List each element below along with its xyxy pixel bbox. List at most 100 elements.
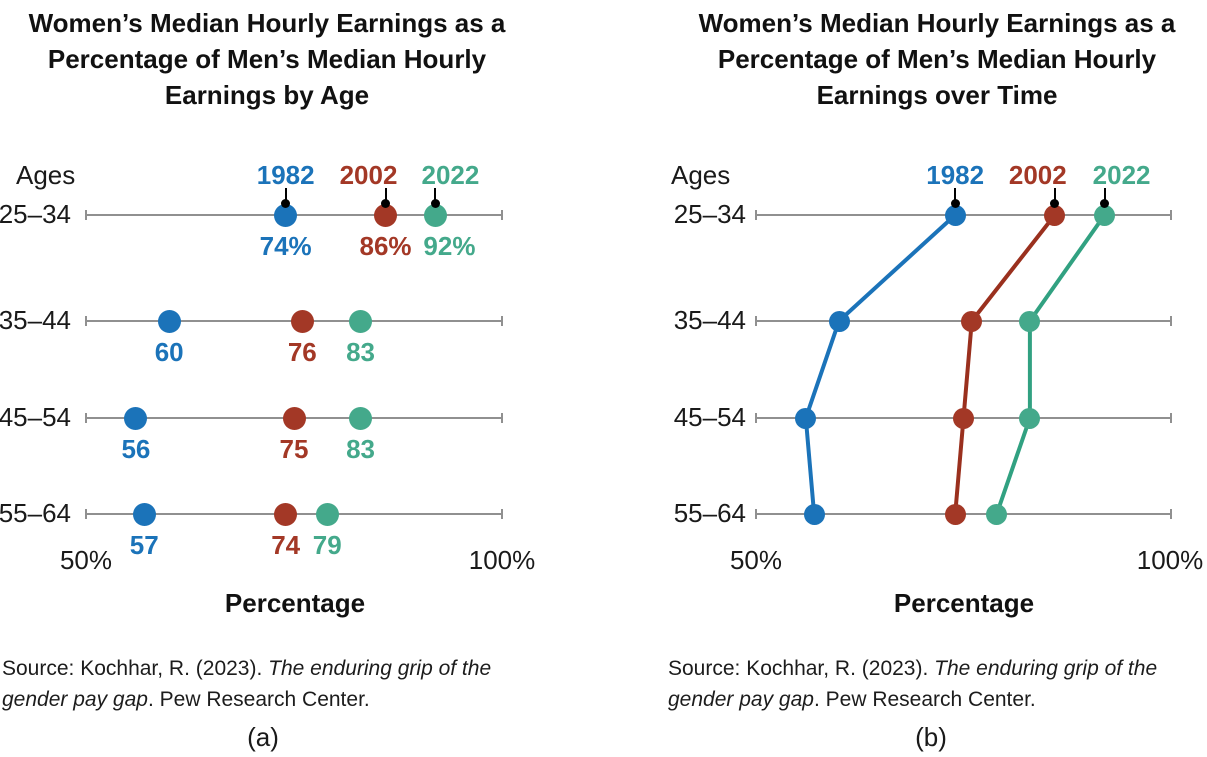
data-point <box>374 203 398 227</box>
axis-tick <box>501 210 503 220</box>
chart-a-source-text-suffix: . Pew Research Center. <box>147 688 370 711</box>
legend-year: 2022 <box>421 160 480 190</box>
legend-leader-dot <box>430 199 440 208</box>
data-point <box>282 406 306 430</box>
point-value-label: 79 <box>312 530 342 560</box>
chart-b-source-work-title: The enduring grip of the gender pay gap <box>668 657 1158 711</box>
axis-tick <box>501 413 503 423</box>
axis-tick <box>755 316 757 326</box>
data-point <box>986 503 1008 525</box>
legend-leader-line <box>954 188 957 202</box>
legend-year: 2022 <box>1092 160 1151 190</box>
legend-year: 1982 <box>256 160 315 190</box>
chart-a-xaxis-min-label: 50% <box>59 545 113 575</box>
chart-b-source-note: Source: Kochhar, R. (2023). The enduring… <box>668 653 1207 715</box>
point-value-label: 74% <box>259 231 312 261</box>
point-value-label: 76 <box>287 337 317 367</box>
point-value-label: 83 <box>346 337 375 367</box>
chart-b-source-text: Source: Kochhar, R. (2023). <box>668 657 935 680</box>
point-value-label: 86% <box>359 231 412 261</box>
data-point <box>290 309 314 333</box>
legend-leader-line <box>384 188 387 202</box>
chart-a-ages-label: Ages <box>16 160 76 190</box>
chart-b-caption: (b) <box>915 722 947 752</box>
data-point <box>349 406 373 430</box>
point-value-label: 74 <box>271 530 301 560</box>
data-point <box>423 203 447 227</box>
data-point <box>795 407 817 429</box>
row-label: 45–54 <box>673 402 746 432</box>
series-line-1982 <box>803 213 958 516</box>
row-label: 55–64 <box>0 498 71 528</box>
chart-a-caption: (a) <box>247 722 279 752</box>
chart-a-source-note: Source: Kochhar, R. (2023). The enduring… <box>2 653 547 715</box>
axis-tick <box>85 413 87 423</box>
legend-leader-dot <box>1050 199 1060 208</box>
data-point <box>274 502 298 526</box>
row-label: 35–44 <box>0 305 71 335</box>
legend-leader-line <box>1053 188 1056 202</box>
chart-b-xaxis-max-label: 100% <box>1136 545 1204 575</box>
legend-year: 1982 <box>926 160 985 190</box>
legend-leader-line <box>284 188 287 202</box>
point-value-label: 60 <box>154 337 184 367</box>
axis-tick <box>755 509 757 519</box>
row-label: 25–34 <box>673 199 746 229</box>
data-point <box>1019 407 1041 429</box>
chart-b-source-text-suffix: . Pew Research Center. <box>813 688 1036 711</box>
data-point <box>124 406 148 430</box>
legend-year: 2002 <box>1008 160 1067 190</box>
axis-tick <box>1170 210 1172 220</box>
row-label: 45–54 <box>0 402 71 432</box>
point-value-label: 75 <box>279 434 309 464</box>
legend-leader-dot <box>1100 199 1110 208</box>
axis-tick <box>755 413 757 423</box>
data-point <box>944 503 966 525</box>
data-point <box>349 309 373 333</box>
chart-a-source-work-title: The enduring grip of the gender pay gap <box>2 657 492 711</box>
point-value-label: 83 <box>346 434 375 464</box>
axis-tick <box>755 210 757 220</box>
chart-b-title: Women’s Median Hourly Earnings as a Perc… <box>698 8 1176 110</box>
data-point <box>315 502 339 526</box>
point-value-label: 57 <box>129 530 159 560</box>
data-point <box>157 309 181 333</box>
chart-b-xaxis-title: Percentage <box>893 588 1035 618</box>
chart-a-xaxis-max-label: 100% <box>468 545 536 575</box>
series-line-2002 <box>953 213 1057 516</box>
data-point <box>274 203 298 227</box>
axis-tick <box>1170 316 1172 326</box>
axis-tick <box>85 210 87 220</box>
chart-a-source-text: Source: Kochhar, R. (2023). <box>2 657 269 680</box>
chart-b-ages-label: Ages <box>671 160 731 190</box>
chart-b-xaxis-min-label: 50% <box>729 545 783 575</box>
axis-tick <box>501 509 503 519</box>
row-label: 25–34 <box>0 199 71 229</box>
data-point <box>803 503 825 525</box>
data-point <box>961 310 983 332</box>
data-point <box>828 310 850 332</box>
point-value-label: 92% <box>423 231 476 261</box>
axis-tick <box>85 509 87 519</box>
data-point <box>132 502 156 526</box>
data-point <box>953 407 974 429</box>
legend-leader-dot <box>381 199 391 208</box>
series-line-2022 <box>994 213 1107 516</box>
data-point <box>1019 310 1041 332</box>
legend-leader-line <box>434 188 437 202</box>
axis-tick <box>501 316 503 326</box>
chart-a-xaxis-title: Percentage <box>224 588 366 618</box>
row-label: 55–64 <box>673 498 746 528</box>
axis-tick <box>1170 413 1172 423</box>
legend-leader-line <box>1103 188 1106 202</box>
point-value-label: 56 <box>121 434 151 464</box>
legend-year: 2002 <box>339 160 398 190</box>
chart-a-title: Women’s Median Hourly Earnings as a Perc… <box>28 8 506 110</box>
axis-tick <box>85 316 87 326</box>
row-label: 35–44 <box>673 305 746 335</box>
legend-leader-dot <box>281 199 291 208</box>
axis-tick <box>1170 509 1172 519</box>
legend-leader-dot <box>950 199 960 208</box>
